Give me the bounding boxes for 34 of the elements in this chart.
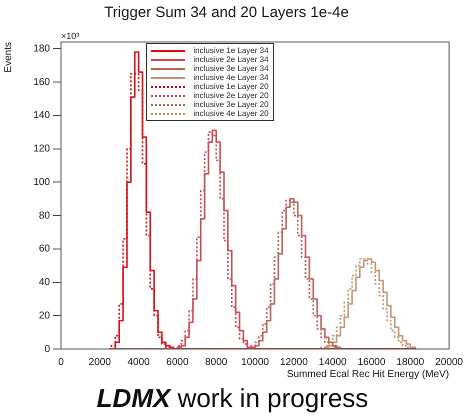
y-tick-label: 40 (38, 277, 50, 288)
x-axis-title: Summed Ecal Rec Hit Energy (MeV) (286, 368, 450, 380)
x-tick-label: 4000 (127, 356, 150, 368)
y-tick-label: 140 (33, 110, 50, 122)
legend-label: inclusive 4e Layer 20 (193, 109, 269, 118)
y-tick-label: 80 (38, 210, 50, 222)
legend-label: inclusive 1e Layer 34 (193, 46, 269, 55)
y-tick-label: 0 (44, 344, 50, 355)
y-tick-label: 100 (33, 176, 50, 188)
legend-label: inclusive 1e Layer 20 (193, 82, 269, 91)
text: ×10³ (61, 30, 80, 41)
y-tick-label: 120 (33, 144, 50, 155)
y-tick-label: 180 (33, 43, 50, 54)
x-tick-label: 18000 (396, 356, 425, 368)
legend-label: inclusive 4e Layer 34 (193, 73, 269, 82)
x-tick-label: 20000 (435, 356, 464, 368)
y-tick-label: 20 (38, 310, 50, 322)
chart-title: Trigger Sum 34 and 20 Layers 1e-4e (104, 4, 349, 22)
x-tick-label: 6000 (166, 356, 189, 368)
x-tick-label: 12000 (280, 356, 308, 368)
y-tick-label: 160 (33, 76, 50, 88)
x-tick-label: 10000 (241, 356, 270, 368)
legend-label: inclusive 2e Layer 34 (193, 55, 269, 64)
legend-label: inclusive 3e Layer 20 (193, 100, 269, 109)
x-tick-label: 8000 (205, 356, 228, 368)
x-tick-label: 0 (58, 356, 64, 368)
x-tick-label: 2000 (88, 356, 112, 368)
legend-label: inclusive 2e Layer 20 (193, 91, 269, 100)
text: LDMX work in progress (96, 383, 370, 414)
x-tick-label: 14000 (318, 356, 348, 368)
legend-label: inclusive 3e Layer 34 (193, 64, 269, 73)
x-tick-label: 16000 (358, 356, 386, 368)
y-axis-title: Events (2, 42, 14, 73)
y-tick-label: 60 (38, 244, 50, 255)
